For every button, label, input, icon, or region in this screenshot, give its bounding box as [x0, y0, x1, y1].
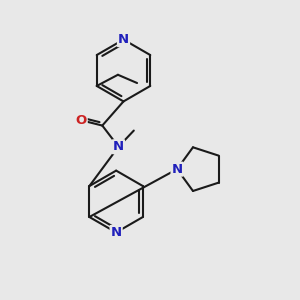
- Text: O: O: [76, 114, 87, 127]
- Text: N: N: [172, 163, 183, 176]
- Text: N: N: [113, 140, 124, 153]
- Text: N: N: [118, 33, 129, 46]
- Text: N: N: [111, 226, 122, 239]
